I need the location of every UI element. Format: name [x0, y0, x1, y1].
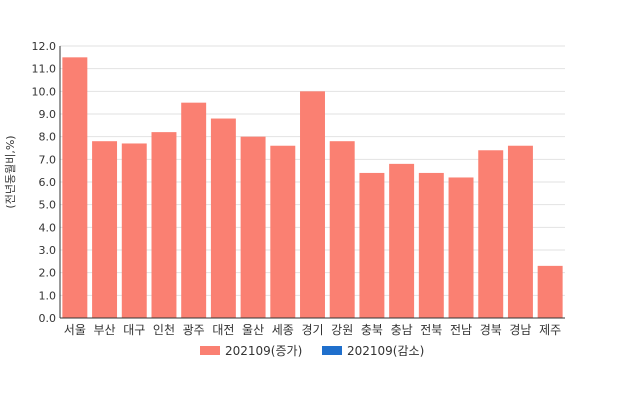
x-tick-label: 대전 — [212, 323, 234, 337]
x-tick-label: 경기 — [301, 323, 323, 337]
bar-부산[interactable] — [92, 141, 118, 318]
y-tick-label: 5.0 — [39, 199, 57, 212]
legend-item-1[interactable]: 202109(감소) — [322, 344, 424, 358]
legend-swatch — [200, 346, 220, 355]
bar-강원[interactable] — [329, 141, 355, 318]
y-tick-label: 2.0 — [39, 267, 57, 280]
x-tick-label: 제주 — [539, 323, 561, 337]
y-tick-label: 1.0 — [39, 289, 57, 302]
bar-충남[interactable] — [389, 163, 415, 318]
legend-swatch — [322, 346, 342, 355]
x-tick-label: 전남 — [450, 323, 472, 337]
bar-제주[interactable] — [537, 265, 563, 318]
x-tick-label: 울산 — [242, 323, 264, 337]
y-tick-label: 8.0 — [39, 131, 57, 144]
x-tick-label: 광주 — [183, 323, 205, 337]
legend[interactable]: 202109(증가) 202109(감소) — [200, 344, 424, 358]
x-tick-label: 인천 — [153, 322, 175, 337]
y-tick-label: 4.0 — [39, 221, 57, 234]
y-tick-label: 0.0 — [39, 312, 57, 325]
bar-전북[interactable] — [418, 172, 444, 318]
bar-울산[interactable] — [240, 136, 266, 318]
x-tick-label: 부산 — [94, 323, 116, 337]
y-tick-labels: 0.0 1.0 2.0 3.0 4.0 5.0 6.0 7.0 8.0 9.0 10.0 11.0 12… — [32, 40, 57, 325]
x-tick-label: 경북 — [480, 323, 502, 337]
bar-대구[interactable] — [121, 143, 147, 318]
bar-경남[interactable] — [507, 145, 533, 318]
bar-서울[interactable] — [62, 57, 88, 318]
x-tick-label: 전북 — [420, 323, 442, 337]
x-tick-label: 서울 — [64, 323, 86, 337]
y-tick-label: 10.0 — [32, 85, 57, 98]
x-tick-label: 세종 — [272, 323, 294, 337]
y-tick-label: 12.0 — [32, 40, 57, 53]
bar-세종[interactable] — [270, 145, 296, 318]
bar-대전[interactable] — [210, 118, 236, 319]
y-axis-label: (전년동월비,%) — [4, 135, 17, 208]
x-tick-labels: 서울 부산 대구 인천 광주 대전 울산 세종 경기 강원 충북 충남 전북 전남 경북 경남 제주 — [64, 322, 561, 337]
x-tick-label: 충남 — [391, 323, 413, 337]
x-tick-label: 강원 — [331, 323, 353, 337]
axes — [59, 46, 565, 319]
y-tick-label: 3.0 — [39, 244, 57, 257]
bar-전남[interactable] — [448, 177, 474, 318]
bars — [62, 57, 563, 319]
y-tick-label: 6.0 — [39, 176, 57, 189]
x-tick-label: 경남 — [509, 323, 531, 337]
legend-label: 202109(감소) — [347, 344, 424, 358]
x-tick-label: 대구 — [123, 323, 145, 337]
bar-인천[interactable] — [151, 132, 177, 318]
legend-label: 202109(증가) — [225, 344, 302, 358]
x-tick-label: 충북 — [361, 323, 383, 337]
bar-광주[interactable] — [181, 102, 207, 319]
legend-item-0[interactable]: 202109(증가) — [200, 344, 302, 358]
y-tick-label: 9.0 — [39, 108, 57, 121]
bar-경기[interactable] — [300, 91, 325, 318]
bar-충북[interactable] — [359, 172, 385, 318]
bar-경북[interactable] — [478, 150, 504, 318]
y-tick-label: 7.0 — [39, 153, 57, 166]
y-tick-label: 11.0 — [32, 63, 57, 76]
